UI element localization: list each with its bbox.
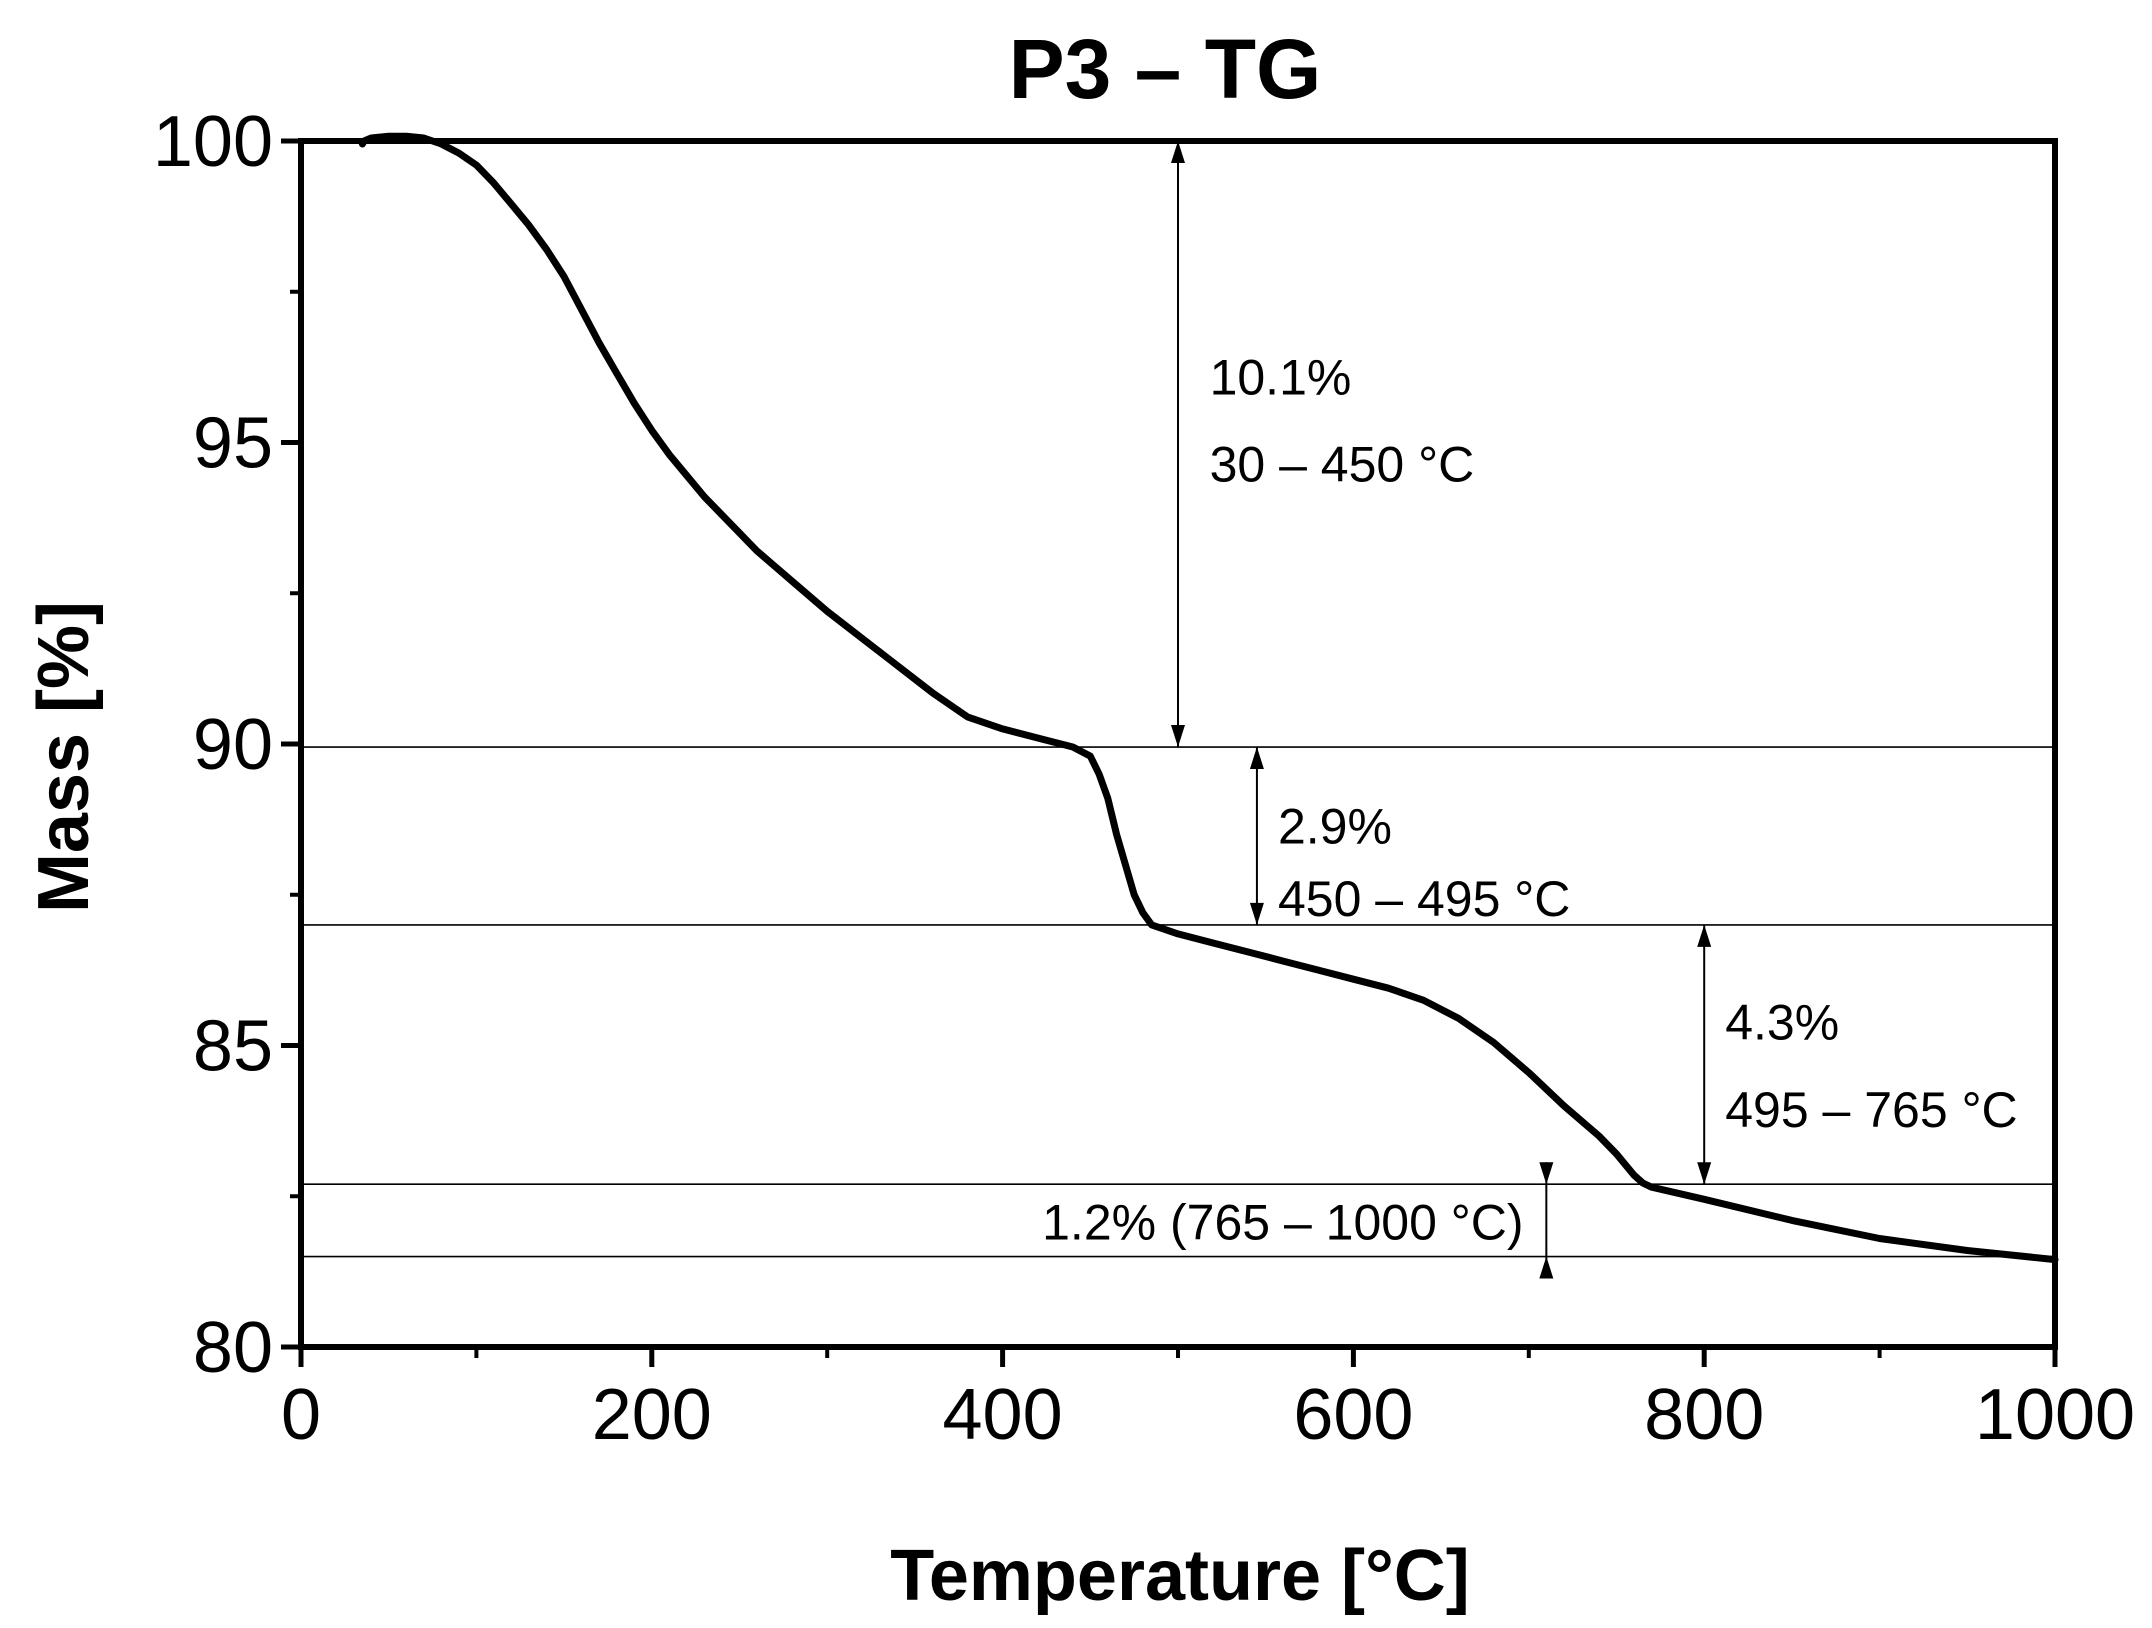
annot-4-3-range: 495 – 765 °C xyxy=(1725,1082,2017,1138)
arrow-10-1-head-bottom xyxy=(1171,725,1185,748)
arrow-1-2-head-bottom xyxy=(1539,1256,1554,1279)
series-line-0 xyxy=(358,132,2059,1264)
plot-area: 10.1% 30 – 450 °C 2.9% 450 – 495 °C 4.3% 495 … xyxy=(153,102,2135,1455)
x-tick-label: 800 xyxy=(1644,1375,1764,1455)
y-tick-label: 90 xyxy=(193,705,273,785)
annot-10-1-range: 30 – 450 °C xyxy=(1210,437,1475,493)
annot-4-3-pct: 4.3% xyxy=(1725,994,1839,1050)
arrow-4-3-head-top xyxy=(1697,924,1712,947)
x-tick-label: 400 xyxy=(943,1375,1063,1455)
annot-10-1-pct: 10.1% xyxy=(1210,349,1352,405)
y-tick-label: 85 xyxy=(193,1007,273,1087)
y-axis-label: Mass [%] xyxy=(24,601,104,913)
chart-title: P3 – TG xyxy=(1009,22,1322,116)
arrow-2-9-head-bottom xyxy=(1249,902,1264,925)
x-tick-label: 0 xyxy=(281,1375,321,1455)
x-tick-label: 1000 xyxy=(1975,1375,2135,1455)
annot-1-2: 1.2% (765 – 1000 °C) xyxy=(1042,1195,1523,1251)
x-axis-label: Temperature [°C] xyxy=(890,1536,1470,1616)
annot-2-9-pct: 2.9% xyxy=(1278,798,1392,854)
annot-2-9-range: 450 – 495 °C xyxy=(1278,871,1570,927)
y-tick-label: 95 xyxy=(193,404,273,484)
arrow-1-2-head-top xyxy=(1539,1162,1554,1185)
x-tick-label: 600 xyxy=(1293,1375,1413,1455)
y-tick-label: 80 xyxy=(193,1308,273,1388)
arrow-4-3-head-bottom xyxy=(1697,1162,1712,1185)
arrow-10-1-head-top xyxy=(1171,141,1185,163)
arrow-2-9-head-top xyxy=(1249,747,1264,770)
y-tick-label: 100 xyxy=(153,102,273,182)
x-tick-label: 200 xyxy=(592,1375,712,1455)
